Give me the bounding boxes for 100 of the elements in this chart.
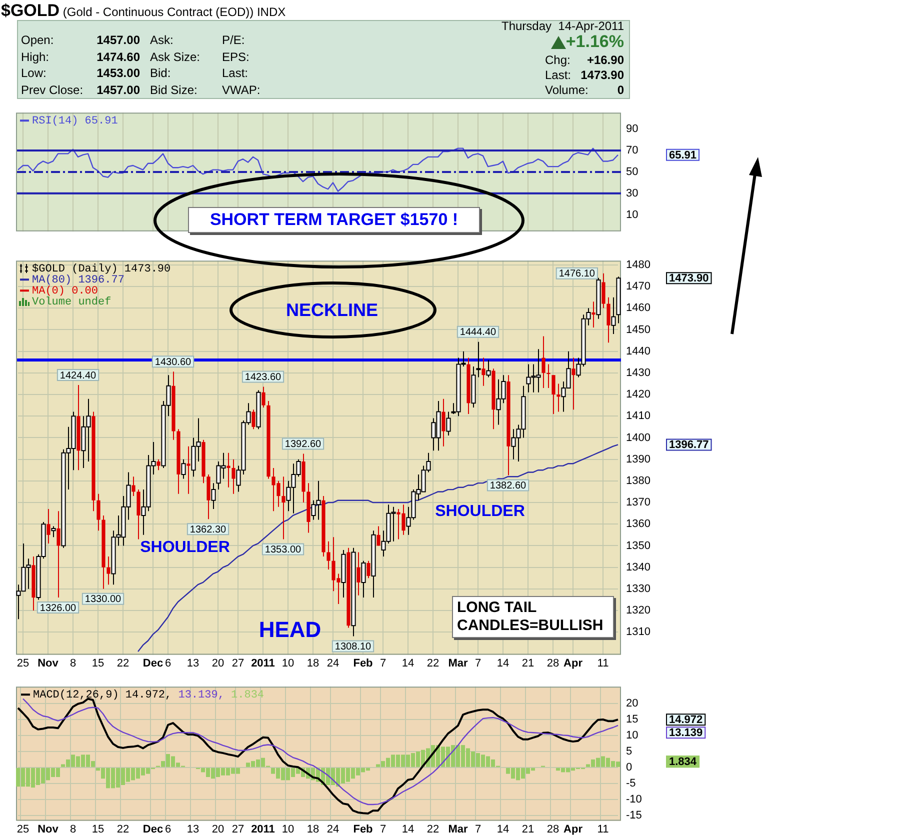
x-tick-label: 15 (92, 657, 104, 670)
annotation: SHOULDER (139, 538, 231, 557)
x-tick-label: 14 (402, 823, 414, 836)
y-tick-label: 30 (626, 187, 638, 200)
x-tick-label: Feb (353, 823, 374, 836)
candlestick (542, 336, 546, 389)
x-tick-label: 21 (522, 823, 534, 836)
x-tick-label: 2011 (251, 657, 275, 670)
candlestick (592, 301, 596, 328)
annotation: SHOULDER (434, 502, 526, 521)
x-tick-label: Mar (448, 823, 468, 836)
x-tick-label: 7 (380, 657, 386, 670)
x-tick-label: 25 (16, 657, 30, 670)
text: Last: (222, 66, 248, 81)
text: 1330.00 (84, 594, 122, 606)
candlestick (226, 452, 230, 488)
annotation: Volume undef (32, 296, 112, 309)
x-tick-label: 8 (70, 823, 76, 836)
x-tick-label: Mar (448, 657, 468, 670)
y-tick-label: -5 (626, 777, 636, 790)
text: 65.91 (669, 149, 697, 162)
x-tick-label: 13 (186, 823, 200, 836)
candlestick (326, 540, 330, 570)
y-tick-label: 10 (626, 208, 638, 221)
candlestick (106, 556, 110, 586)
y-tick-label: 20 (626, 698, 638, 710)
text: Bid Size: (150, 83, 198, 98)
x-tick-label: 15 (92, 823, 104, 836)
candlestick (482, 357, 486, 386)
y-tick-label: 1350 (626, 540, 650, 552)
candlestick (232, 458, 236, 494)
x-tick-label: Dec (142, 823, 164, 836)
x-tick-label: 27 (232, 823, 244, 836)
text: 1453.00 (96, 66, 140, 81)
x-tick-label: Apr (564, 657, 584, 670)
text: $GOLD (Gold - Continuous Contract (EOD)) INDX (1, 1, 286, 20)
text: 1457.00 (96, 83, 140, 98)
candlestick (132, 476, 136, 497)
legend-label: RSI(14) 65.91 (32, 116, 118, 128)
candlestick (366, 560, 370, 579)
candlestick (442, 398, 446, 447)
text: 1308.10 (334, 641, 372, 652)
x-tick-label: 7 (380, 823, 386, 836)
text: Volume: (545, 83, 588, 98)
x-tick-label: 8 (70, 657, 76, 670)
text: Ask: (150, 33, 174, 48)
x-tick-label: Nov (38, 657, 60, 670)
y-tick-label: 1330 (626, 582, 650, 595)
candlestick (56, 510, 60, 598)
y-tick-label: 1380 (626, 474, 650, 487)
candlestick (262, 386, 266, 408)
x-tick-label: 27 (232, 657, 244, 670)
x-tick-label: 6 (164, 823, 172, 836)
x-tick-label: Apr (564, 823, 584, 836)
text: Thursday 14-Apr-2011 (501, 19, 624, 34)
x-tick-label: 2011 (251, 823, 275, 836)
candlestick (602, 272, 606, 309)
y-tick-label: 5 (626, 745, 632, 758)
text: 1474.60 (96, 50, 140, 65)
x-tick-label: 24 (326, 823, 340, 836)
y-tick-label: 10 (626, 730, 638, 742)
x-tick-label: 7 (474, 823, 482, 836)
x-tick-label: 13 (186, 657, 200, 670)
y-tick-label: 1320 (626, 604, 650, 617)
candlestick (606, 296, 610, 344)
y-tick-label: 1470 (626, 280, 650, 293)
x-tick-label: 22 (116, 823, 130, 836)
x-tick-label: 22 (426, 657, 440, 670)
x-tick-label: Dec (142, 657, 164, 670)
x-tick-label: 10 (282, 657, 294, 670)
x-tick-label: 22 (116, 657, 130, 670)
text: 1424.40 (60, 370, 96, 382)
candlestick (552, 374, 556, 414)
text: VWAP: (222, 83, 260, 98)
x-tick-label: 24 (326, 657, 340, 670)
legend-title: $GOLD (Daily) 1473.90 (32, 264, 171, 276)
text: Chg: (545, 53, 570, 68)
candlestick (46, 508, 50, 544)
y-tick-label: 1450 (626, 324, 650, 336)
text: 1423.60 (244, 372, 282, 383)
text: 1326.00 (40, 602, 76, 614)
candlestick (156, 458, 160, 471)
text: P/E: (222, 33, 245, 48)
candlestick (136, 489, 140, 540)
candlestick (252, 409, 256, 430)
text: High: (21, 50, 50, 65)
y-tick-label: 1400 (626, 432, 650, 444)
text: Open: (21, 33, 54, 48)
y-tick-label: 1410 (626, 410, 650, 422)
x-tick-label: 6 (164, 657, 172, 670)
text: 1444.40 (460, 327, 496, 338)
x-tick-label: 28 (546, 823, 560, 836)
text: Bid: (150, 66, 171, 81)
y-tick-label: -15 (626, 809, 642, 822)
text: 1457.00 (96, 33, 140, 48)
x-tick-label: 25 (16, 823, 30, 836)
candlestick (556, 383, 560, 412)
y-tick-label: 15 (626, 714, 638, 726)
annotation: 1.834 (224, 690, 264, 702)
annotation: MA(0) 0.00 (32, 286, 98, 298)
